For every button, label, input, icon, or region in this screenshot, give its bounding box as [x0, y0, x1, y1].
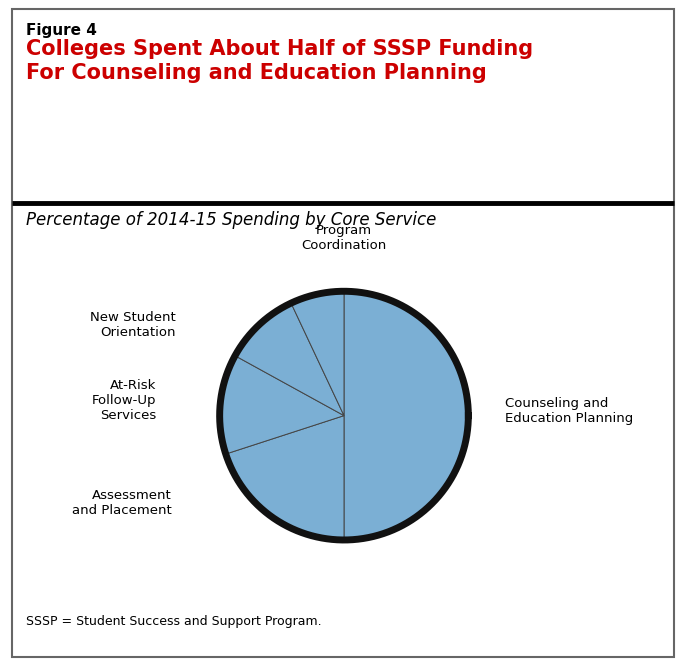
Text: SSSP = Student Success and Support Program.: SSSP = Student Success and Support Progr…	[26, 615, 322, 628]
Text: Percentage of 2014-15 Spending by Core Service: Percentage of 2014-15 Spending by Core S…	[26, 211, 436, 229]
Wedge shape	[344, 291, 469, 540]
Text: Figure 4: Figure 4	[26, 23, 97, 39]
Wedge shape	[219, 356, 344, 454]
Text: Counseling and
Education Planning: Counseling and Education Planning	[505, 397, 633, 425]
Wedge shape	[226, 416, 344, 540]
Wedge shape	[235, 303, 344, 416]
Wedge shape	[291, 291, 344, 416]
Text: Colleges Spent About Half of SSSP Funding
For Counseling and Education Planning: Colleges Spent About Half of SSSP Fundin…	[26, 39, 533, 82]
Text: At-Risk
Follow-Up
Services: At-Risk Follow-Up Services	[92, 380, 157, 422]
Text: Assessment
and Placement: Assessment and Placement	[72, 489, 171, 517]
Text: Program
Coordination: Program Coordination	[301, 223, 387, 252]
Text: New Student
Orientation: New Student Orientation	[90, 311, 175, 339]
